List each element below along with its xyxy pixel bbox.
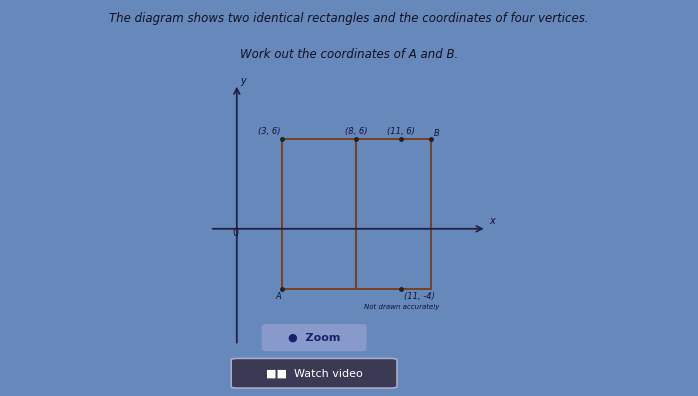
Text: (11, -4): (11, -4) [403,291,434,301]
Text: ●  Zoom: ● Zoom [288,333,341,343]
Text: The diagram shows two identical rectangles and the coordinates of four vertices.: The diagram shows two identical rectangl… [109,12,589,25]
Text: B: B [433,129,439,137]
Text: Work out the coordinates of A and B.: Work out the coordinates of A and B. [240,48,458,61]
Text: A: A [276,291,281,301]
Text: x: x [489,216,496,226]
Text: (8, 6): (8, 6) [346,127,368,136]
Text: 0: 0 [232,228,239,238]
Text: (11, 6): (11, 6) [387,127,415,136]
Text: y: y [241,76,246,86]
Text: (3, 6): (3, 6) [258,127,280,136]
Text: ■■  Watch video: ■■ Watch video [266,368,362,378]
Text: Not drawn accurately: Not drawn accurately [364,304,439,310]
FancyBboxPatch shape [231,358,397,388]
FancyBboxPatch shape [262,325,366,350]
